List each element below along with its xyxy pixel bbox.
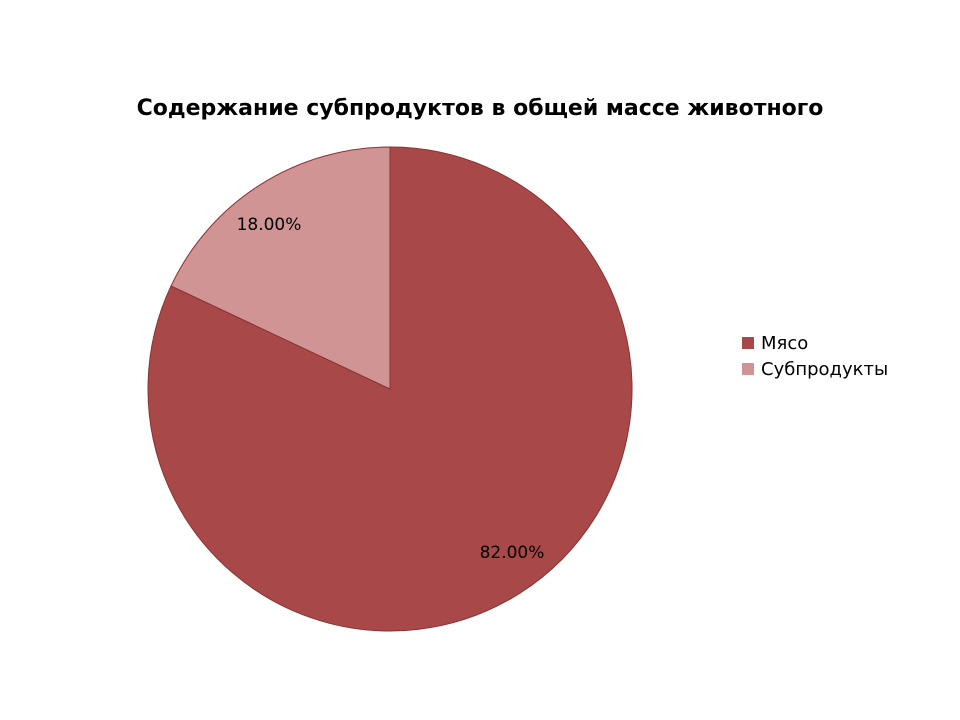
legend-label-offal: Субпродукты	[761, 358, 889, 380]
data-label-meat: 82.00%	[480, 543, 545, 563]
legend-swatch-offal	[742, 363, 754, 375]
legend-label-meat: Мясо	[761, 332, 809, 354]
legend: Мясо Субпродукты	[742, 330, 888, 382]
legend-item-meat: Мясо	[742, 330, 888, 356]
data-label-offal: 18.00%	[237, 215, 302, 235]
chart-title: Содержание субпродуктов в общей массе жи…	[136, 96, 824, 121]
legend-swatch-meat	[742, 337, 754, 349]
legend-item-offal: Субпродукты	[742, 356, 888, 382]
pie-slice-offal	[170, 146, 391, 390]
